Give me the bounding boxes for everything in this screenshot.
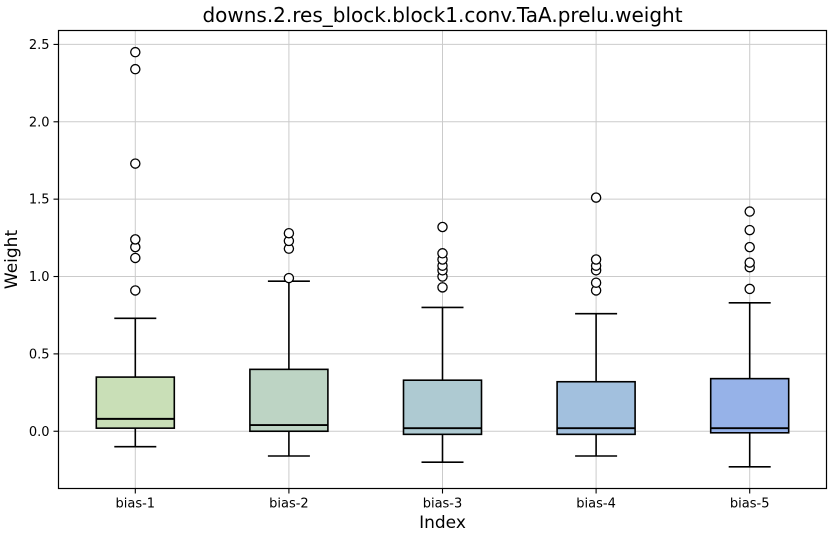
- outlier-point: [130, 63, 141, 75]
- iqr-box: [95, 376, 176, 429]
- iqr-box: [402, 379, 483, 436]
- outlier-point: [283, 272, 295, 284]
- y-tick-label: 2.5: [29, 38, 50, 53]
- y-tick-label: 0.0: [29, 425, 50, 440]
- outlier-point: [437, 248, 448, 259]
- y-tick-label: 2.0: [29, 115, 50, 130]
- y-tick-label: 0.5: [29, 347, 50, 362]
- outlier-point: [130, 285, 141, 296]
- outlier-point: [437, 221, 448, 233]
- y-tick-label: 1.0: [29, 270, 50, 285]
- box-plot-bias-1: [95, 46, 176, 448]
- iqr-box: [556, 380, 636, 436]
- x-tick-label: bias-2: [269, 497, 309, 512]
- iqr-box: [249, 368, 329, 433]
- box-plot-bias-2: [249, 227, 329, 457]
- box-plot-bias-5: [709, 206, 790, 468]
- box-plot-bias-3: [402, 221, 483, 463]
- outlier-point: [130, 252, 141, 264]
- outlier-point: [744, 283, 755, 295]
- outlier-point: [590, 254, 602, 265]
- iqr-box: [709, 377, 790, 434]
- outlier-point: [590, 277, 602, 288]
- x-tick-label: bias-5: [730, 497, 770, 512]
- outlier-point: [744, 206, 755, 217]
- outlier-point: [130, 158, 141, 169]
- box-plot-bias-4: [556, 192, 636, 457]
- outlier-point: [744, 257, 755, 268]
- x-tick-label: bias-3: [423, 497, 463, 512]
- boxes-layer: [95, 46, 790, 468]
- x-axis-label: Index: [419, 513, 466, 533]
- outlier-point: [744, 224, 755, 236]
- x-tick-label: bias-4: [576, 497, 616, 512]
- chart-title: downs.2.res_block.block1.conv.TaA.prelu.…: [202, 3, 682, 27]
- y-tick-label: 1.5: [29, 193, 50, 208]
- axes-layer: 0.0 0.5 1.0 1.5 2.0 2.5 bias-1 bias-2 bias-3 bias…: [29, 29, 828, 512]
- outlier-point: [130, 46, 141, 58]
- outlier-point: [437, 282, 448, 293]
- outlier-point: [283, 227, 295, 239]
- outlier-point: [130, 234, 141, 245]
- outlier-point: [744, 241, 755, 253]
- y-axis-label: Weight: [2, 230, 22, 290]
- x-tick-label: bias-1: [116, 497, 156, 512]
- outlier-point: [590, 192, 602, 203]
